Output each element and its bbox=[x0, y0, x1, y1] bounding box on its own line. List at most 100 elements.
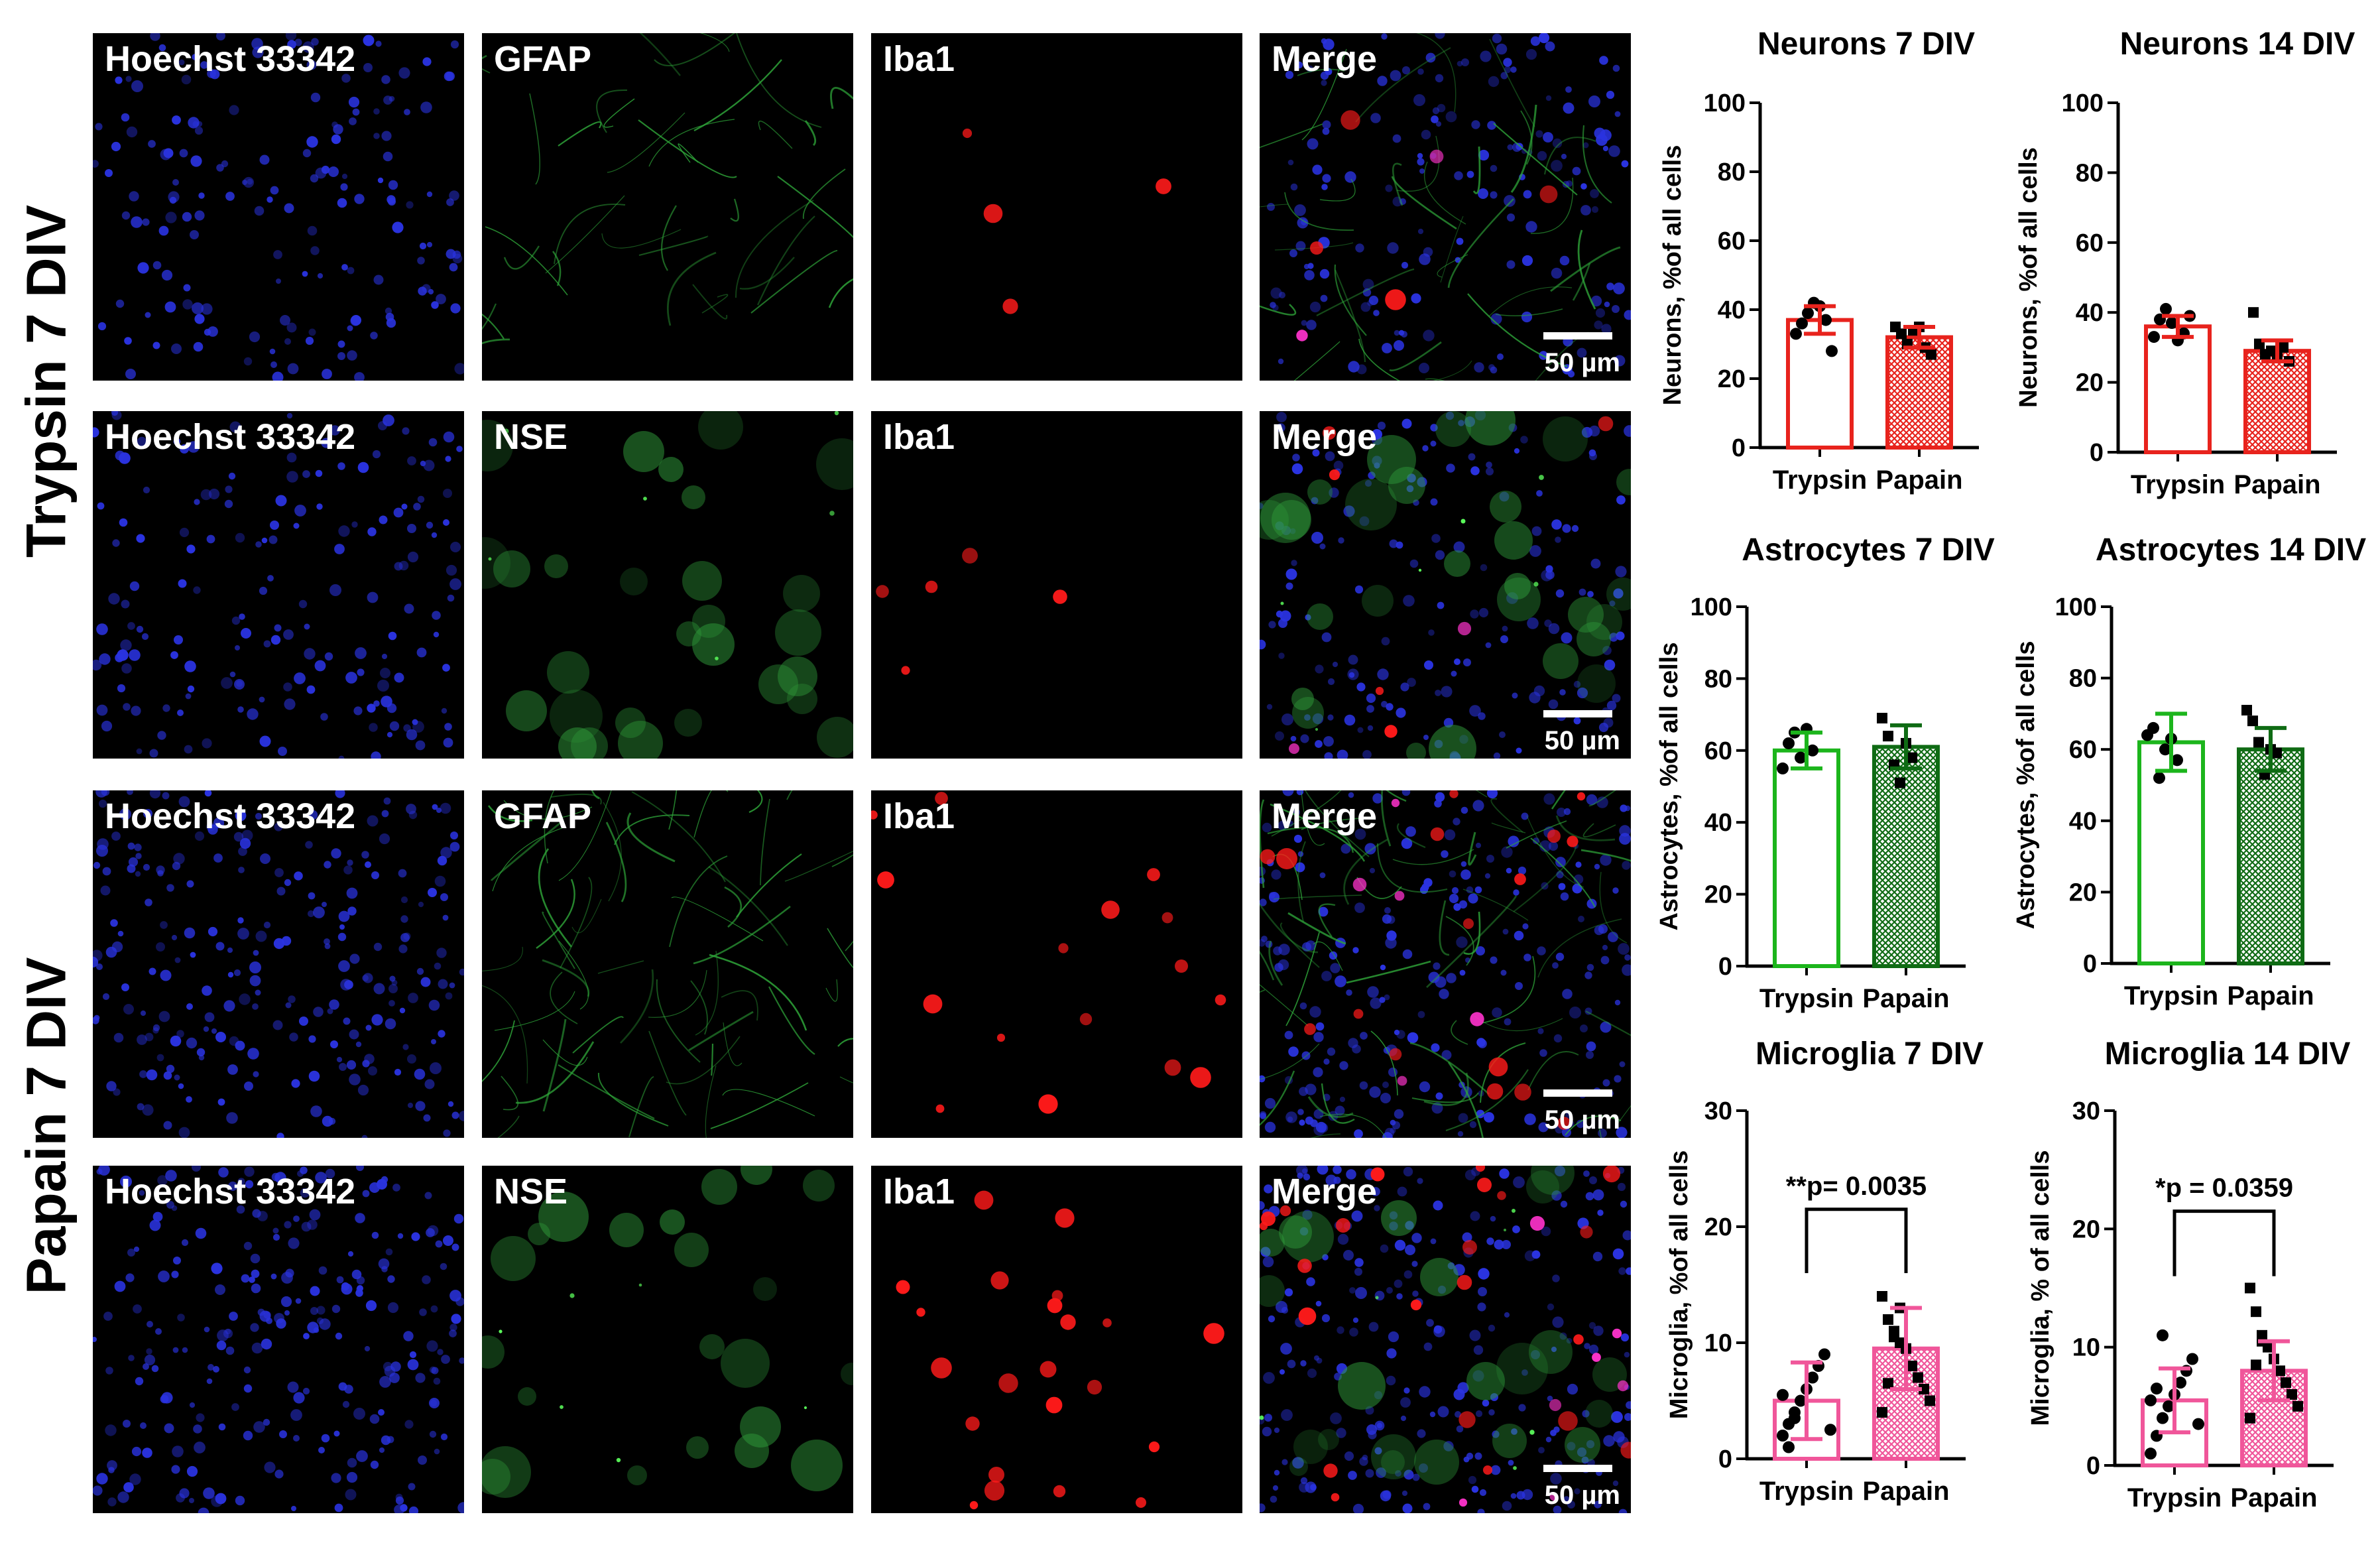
data-point bbox=[2248, 307, 2259, 318]
panel-label: NSE bbox=[494, 417, 568, 457]
bar-trypsin bbox=[1773, 748, 1840, 969]
data-point bbox=[1796, 317, 1808, 330]
micrograph-image bbox=[93, 790, 464, 1138]
y-tick-label: 100 bbox=[2062, 90, 2104, 117]
micrograph-image bbox=[962, 128, 1171, 314]
panel-label: Merge bbox=[1272, 1172, 1378, 1211]
x-tick-label: Trypsin bbox=[2127, 1483, 2222, 1512]
micrograph-image bbox=[1260, 790, 1631, 1138]
data-point bbox=[1807, 1371, 1818, 1384]
data-point bbox=[1883, 731, 1893, 742]
micrograph-r4-hoechst: Hoechst 33342 bbox=[93, 1166, 464, 1513]
data-point bbox=[1790, 328, 1802, 340]
chart-title: Microglia 7 DIV bbox=[1755, 1036, 1984, 1072]
data-point bbox=[1913, 1372, 1923, 1383]
scale-bar bbox=[1543, 332, 1612, 339]
panel-label: Merge bbox=[1272, 39, 1378, 79]
data-point bbox=[2186, 1353, 2198, 1365]
y-tick-label: 40 bbox=[2069, 808, 2097, 835]
data-point bbox=[2145, 1394, 2157, 1406]
chart-title: Neurons 14 DIV bbox=[2120, 27, 2355, 62]
micrograph-image bbox=[1260, 1166, 1631, 1513]
y-tick-label: 20 bbox=[1704, 881, 1732, 909]
bar-trypsin bbox=[2144, 324, 2212, 454]
micrograph-r2-merge: Merge 50 µm bbox=[1260, 411, 1631, 759]
bar-trypsin bbox=[2137, 740, 2205, 965]
data-point bbox=[1783, 737, 1795, 749]
chart-title: Astrocytes 7 DIV bbox=[1742, 532, 1995, 568]
panel-label: GFAP bbox=[494, 796, 592, 836]
data-point bbox=[1896, 328, 1907, 339]
data-point bbox=[2245, 1412, 2255, 1424]
y-tick-label: 60 bbox=[2069, 736, 2097, 764]
significance-label: *p = 0.0359 bbox=[2155, 1174, 2293, 1203]
data-point bbox=[2148, 331, 2160, 343]
data-point bbox=[2287, 1389, 2297, 1400]
x-tick-label: Papain bbox=[1875, 465, 1962, 495]
y-axis-label: Microglia, %of all cells bbox=[1665, 1150, 1693, 1419]
data-point bbox=[2278, 341, 2289, 353]
micrograph-r1-hoechst: Hoechst 33342 bbox=[93, 33, 464, 381]
data-point bbox=[2151, 1383, 2163, 1395]
scale-bar-label: 50 µm bbox=[1544, 726, 1620, 755]
y-axis-label: Astrocytes, %of all cells bbox=[2012, 641, 2040, 929]
x-tick-label: Papain bbox=[2227, 981, 2314, 1011]
micrograph-r1-iba1: Iba1 bbox=[871, 33, 1242, 381]
y-tick-label: 80 bbox=[2076, 159, 2104, 187]
data-point bbox=[1824, 1424, 1836, 1436]
micrograph-r4-merge: Merge 50 µm bbox=[1260, 1166, 1631, 1513]
data-point bbox=[1818, 1348, 1830, 1361]
scale-bar bbox=[1543, 1465, 1612, 1472]
y-tick-label: 100 bbox=[2055, 593, 2097, 621]
y-tick-label: 20 bbox=[1718, 365, 1746, 393]
panel-label: Iba1 bbox=[883, 39, 955, 79]
scale-bar bbox=[1543, 1089, 1612, 1097]
data-point bbox=[2251, 1306, 2261, 1318]
panel-label: Hoechst 33342 bbox=[105, 417, 356, 457]
x-tick-label: Papain bbox=[2230, 1483, 2317, 1512]
data-point bbox=[1826, 345, 1838, 357]
data-point bbox=[1926, 349, 1936, 360]
x-tick-label: Trypsin bbox=[2131, 470, 2225, 499]
y-tick-label: 40 bbox=[1718, 296, 1746, 324]
data-point bbox=[1925, 1395, 1935, 1406]
panel-label: Merge bbox=[1272, 417, 1378, 457]
y-tick-label: 0 bbox=[1718, 1446, 1732, 1473]
data-point bbox=[1907, 1361, 1917, 1371]
data-point bbox=[1795, 1394, 1807, 1407]
x-tick-label: Trypsin bbox=[1759, 1477, 1854, 1506]
panel-label: GFAP bbox=[494, 39, 592, 79]
data-point bbox=[2247, 715, 2258, 727]
data-point bbox=[2281, 1377, 2291, 1388]
panel-label: NSE bbox=[494, 1172, 568, 1211]
data-point bbox=[2159, 743, 2171, 756]
y-tick-label: 0 bbox=[2086, 1452, 2100, 1480]
micrograph-r2-iba1: Iba1 bbox=[871, 411, 1242, 759]
y-tick-label: 0 bbox=[1718, 953, 1732, 981]
micrograph-r4-iba1: Iba1 bbox=[871, 1166, 1242, 1513]
data-point bbox=[2251, 1359, 2261, 1371]
y-tick-label: 100 bbox=[1691, 593, 1732, 621]
y-tick-label: 80 bbox=[1704, 665, 1732, 693]
data-point bbox=[1777, 1430, 1789, 1442]
data-point bbox=[2253, 737, 2264, 748]
micrograph-r3-iba1: Iba1 bbox=[871, 790, 1242, 1138]
data-point bbox=[2241, 705, 2252, 716]
data-point bbox=[2271, 747, 2282, 759]
micrograph-image bbox=[482, 411, 853, 759]
data-point bbox=[1807, 744, 1818, 757]
x-tick-label: Trypsin bbox=[1759, 984, 1854, 1013]
y-tick-label: 0 bbox=[2090, 439, 2104, 467]
micrograph-image bbox=[1260, 411, 1631, 759]
scale-bar bbox=[1543, 710, 1612, 717]
panel-label: Hoechst 33342 bbox=[105, 796, 356, 836]
scale-bar-label: 50 µm bbox=[1544, 348, 1620, 377]
data-point bbox=[2160, 302, 2172, 315]
scale-bar-label: 50 µm bbox=[1544, 1481, 1620, 1510]
micrograph-image bbox=[896, 1190, 1224, 1510]
data-point bbox=[2157, 1412, 2169, 1424]
panel-label: Iba1 bbox=[883, 1172, 955, 1211]
micrograph-image bbox=[871, 792, 1226, 1114]
data-point bbox=[1789, 1412, 1801, 1424]
data-point bbox=[1877, 1291, 1887, 1302]
